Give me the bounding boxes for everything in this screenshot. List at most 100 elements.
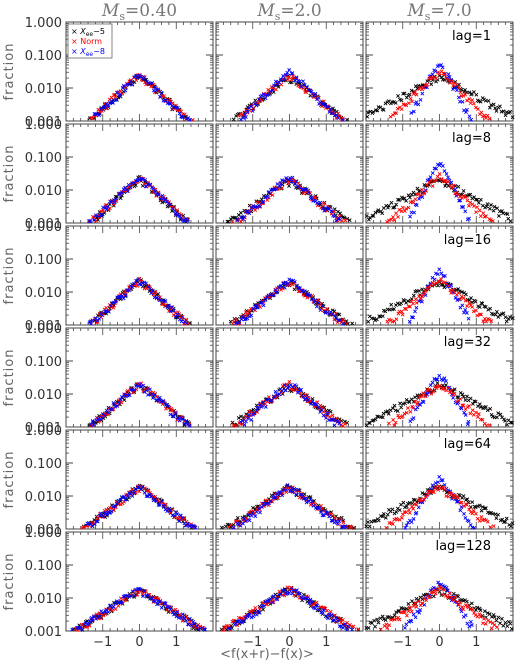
data-point [411,200,416,205]
data-point [118,497,123,502]
data-point [446,179,450,184]
data-point [322,208,327,213]
data-point [187,117,192,122]
panel-r4-c1: 0.001 0.010 0.100 1.000 fraction [2,322,214,436]
data-point [164,502,168,507]
data-point [89,321,93,326]
data-point [228,523,233,527]
data-point [470,511,475,516]
data-point [122,494,126,499]
data-point [228,626,232,631]
x-tick-label: 1 [172,635,180,650]
data-point [454,399,459,404]
data-point [239,414,243,419]
data-point [150,288,155,293]
lag-label: lag=1 [452,29,491,44]
data-point [326,616,330,621]
data-point [451,495,456,500]
data-point [473,399,478,404]
y-axis-label: fraction [2,247,17,305]
data-point [153,290,158,295]
data-point [434,166,439,171]
data-point [261,607,266,612]
data-point [268,499,273,504]
data-point [397,508,402,512]
y-axis-label: fraction [2,451,17,509]
data-point [316,405,321,410]
data-point [335,419,340,424]
data-point [104,607,109,612]
data-point [171,414,176,419]
data-point [297,495,302,500]
data-point [485,113,490,118]
data-point [255,305,260,310]
data-point [396,413,401,418]
data-point [396,214,400,219]
data-point [460,403,465,408]
data-point [301,391,306,396]
data-point [246,416,250,421]
data-point [172,208,177,213]
data-point [421,400,426,405]
data-point [380,314,385,319]
data-point [141,594,145,599]
data-point [121,289,126,294]
data-point [306,190,311,195]
data-point [487,206,492,211]
data-point [395,106,400,111]
data-point [389,302,394,307]
data-point [436,480,440,485]
data-point [460,392,465,397]
data-point [296,489,301,493]
data-point [440,478,445,482]
data-point [380,415,385,420]
data-point [75,625,80,630]
panel-r1-c3: lag=1 [365,21,515,122]
y-tick-label: 0.100 [25,151,62,166]
data-point [80,627,85,632]
data-point [412,210,416,215]
data-point [441,386,446,391]
data-point [113,194,118,199]
data-point [393,420,398,425]
data-point [224,623,229,628]
data-point [98,513,102,518]
series-3 [88,382,192,428]
data-point [510,420,515,425]
data-point [296,487,301,492]
data-point [473,299,478,304]
data-point [338,211,343,216]
data-point [314,600,319,605]
data-point [420,491,425,495]
legend-entry: × Xee−5 [71,27,105,38]
series-3 [234,277,345,326]
data-point [413,297,418,302]
data-point [170,507,175,512]
data-point [170,610,175,615]
data-point [168,202,173,207]
data-point [168,508,173,513]
data-point [231,117,236,122]
data-point [402,196,407,201]
data-point [327,514,332,519]
data-point [287,590,292,595]
data-point [135,178,140,183]
data-point [406,507,411,512]
data-point [301,79,305,84]
data-point [478,214,483,219]
data-point [302,492,307,497]
data-point [491,524,496,529]
data-point [160,193,165,198]
data-point [454,193,459,198]
data-point [101,514,106,519]
data-point [461,194,466,199]
data-point [508,219,513,223]
data-point [118,92,122,97]
data-point [463,398,468,402]
data-point [490,414,495,419]
data-point [330,312,335,317]
data-point [276,186,281,190]
data-point [146,488,151,493]
series-3 [408,161,471,222]
data-point [144,388,149,393]
